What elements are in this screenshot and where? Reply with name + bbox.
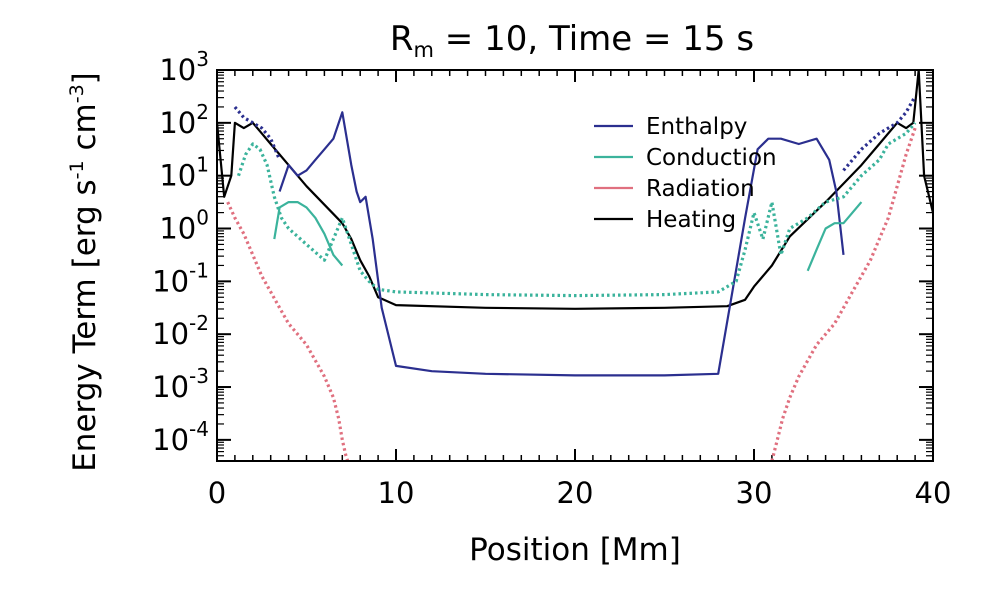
series-line-enthalpy <box>278 111 845 377</box>
ylabel-mid: cm <box>67 103 103 160</box>
y-tick-label: 102 <box>159 100 209 140</box>
series-line-enthalpy-negative <box>842 95 917 172</box>
x-tick-label: 40 <box>915 476 952 510</box>
y-tick-label: 101 <box>159 153 209 193</box>
x-axis-label: Position [Mm] <box>469 532 681 568</box>
title-prefix: R <box>390 19 414 59</box>
y-tick-label: 10-3 <box>152 364 209 404</box>
chart-title: Rm = 10, Time = 15 s <box>390 19 754 62</box>
series-layer <box>217 70 933 461</box>
legend-label: Heating <box>646 207 736 233</box>
y-tick-label: 100 <box>159 206 209 246</box>
series-line-radiation-negative <box>770 127 917 461</box>
legend-label: Radiation <box>646 176 755 202</box>
y-axis-label: Energy Term [erg s-1 cm-3] <box>66 72 103 472</box>
x-tick-label: 20 <box>557 476 594 510</box>
series-line-enthalpy-negative <box>233 105 282 161</box>
legend-label: Conduction <box>646 145 777 171</box>
legend: Enthalpy Conduction Radiation Heating <box>594 114 777 233</box>
series-line-radiation-negative <box>226 201 350 461</box>
x-tick-label: 0 <box>208 476 226 510</box>
y-tick-label: 10-1 <box>152 258 209 298</box>
y-tick-label: 10-2 <box>152 311 209 351</box>
x-tick-label: 10 <box>378 476 415 510</box>
title-suffix: = 10, Time = 15 s <box>434 19 754 59</box>
series-line-conduction <box>806 201 863 272</box>
ticks-layer: 0 10 20 30 40 103 102 101 100 10-1 10-2 10-3 10-4 <box>152 47 951 510</box>
ylabel-prefix: Energy Term [erg s <box>67 179 103 471</box>
ylabel-sup2: -3 <box>66 84 88 103</box>
x-tick-label: 30 <box>736 476 773 510</box>
plot-frame <box>216 69 934 462</box>
y-tick-label: 10-4 <box>152 417 209 457</box>
title-subscript: m <box>414 38 434 62</box>
ylabel-sup1: -1 <box>66 160 88 179</box>
y-tick-label: 103 <box>159 47 209 87</box>
series-line-conduction-negative <box>236 121 917 298</box>
legend-label: Enthalpy <box>646 114 747 140</box>
series-line-conduction <box>273 201 344 267</box>
series-line-heating <box>217 70 933 310</box>
ylabel-suffix: ] <box>67 72 103 84</box>
